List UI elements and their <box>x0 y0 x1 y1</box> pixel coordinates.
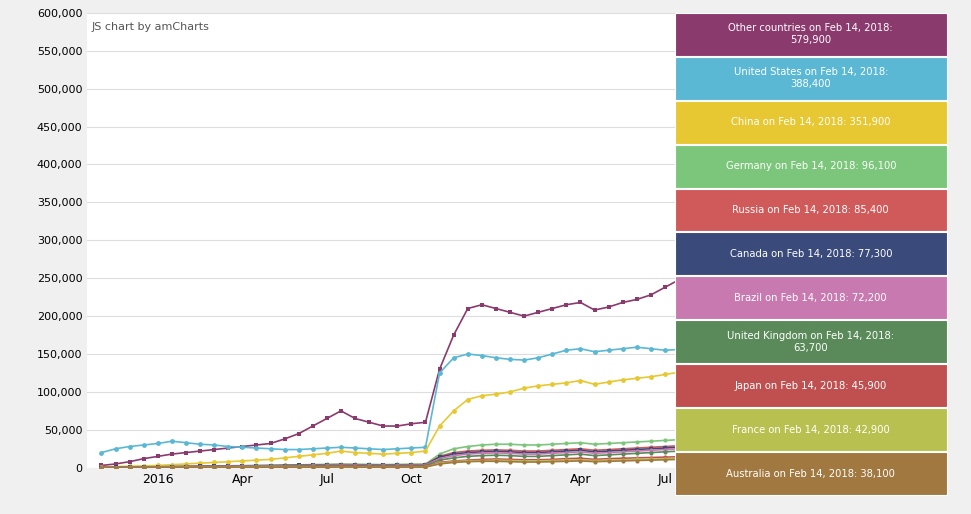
Text: United Kingdom on Feb 14, 2018:
63,700: United Kingdom on Feb 14, 2018: 63,700 <box>727 331 894 353</box>
Text: China on Feb 14, 2018: 351,900: China on Feb 14, 2018: 351,900 <box>731 117 890 127</box>
Text: JS chart by amCharts: JS chart by amCharts <box>91 22 210 32</box>
Text: Germany on Feb 14, 2018: 96,100: Germany on Feb 14, 2018: 96,100 <box>725 161 896 171</box>
Text: Canada on Feb 14, 2018: 77,300: Canada on Feb 14, 2018: 77,300 <box>729 249 892 259</box>
Text: Russia on Feb 14, 2018: 85,400: Russia on Feb 14, 2018: 85,400 <box>732 205 889 215</box>
Text: France on Feb 14, 2018: 42,900: France on Feb 14, 2018: 42,900 <box>732 425 889 435</box>
Text: United States on Feb 14, 2018:
388,400: United States on Feb 14, 2018: 388,400 <box>734 67 887 89</box>
Text: Other countries on Feb 14, 2018:
579,900: Other countries on Feb 14, 2018: 579,900 <box>728 24 893 45</box>
Text: Brazil on Feb 14, 2018: 72,200: Brazil on Feb 14, 2018: 72,200 <box>734 293 887 303</box>
Text: Australia on Feb 14, 2018: 38,100: Australia on Feb 14, 2018: 38,100 <box>726 469 895 479</box>
Text: Japan on Feb 14, 2018: 45,900: Japan on Feb 14, 2018: 45,900 <box>735 381 887 391</box>
